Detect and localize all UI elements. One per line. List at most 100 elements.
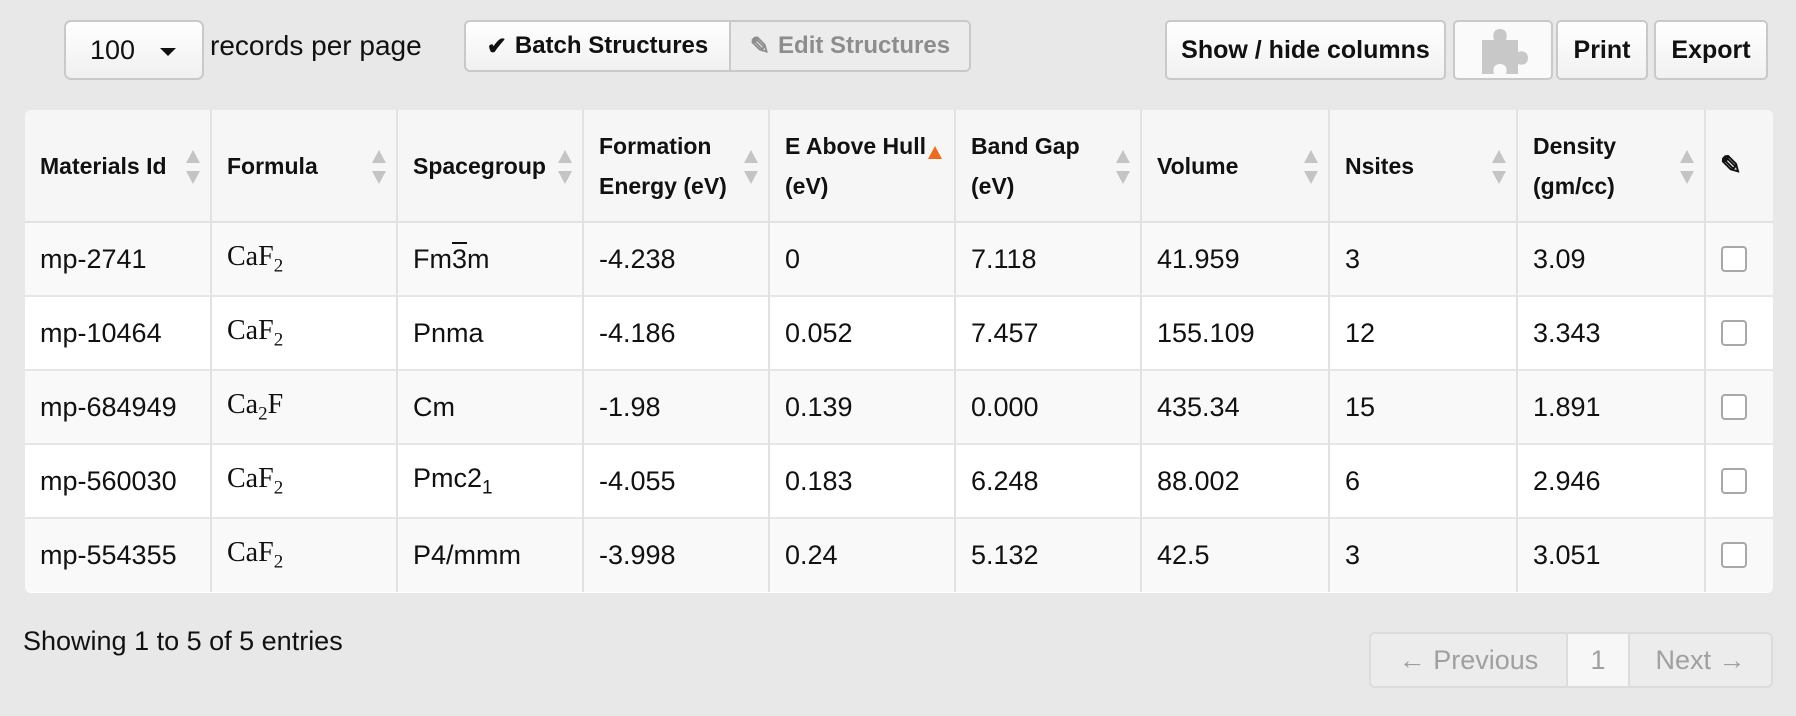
cell-materials-id[interactable]: mp-10464 [25,295,212,370]
plugin-button[interactable] [1453,20,1553,80]
cell-band-gap: 7.457 [955,295,1142,370]
next-page-button[interactable]: Next → [1655,644,1746,675]
column-header-nsites[interactable]: Nsites [1329,110,1518,223]
cell-formation-energy: -3.998 [583,517,770,592]
pencil-icon: ✎ [1720,150,1742,180]
cell-materials-id[interactable]: mp-684949 [25,369,212,444]
cell-spacegroup: Pnma [397,295,584,370]
previous-page-button[interactable]: ← Previous [1371,634,1568,686]
show-hide-columns-button[interactable]: Show / hide columns [1165,20,1446,80]
cell-select [1705,517,1773,592]
table-info: Showing 1 to 5 of 5 entries [23,626,343,656]
column-header-volume[interactable]: Volume [1141,110,1330,223]
checkmark-icon: ✔ [486,32,507,60]
column-header-edit[interactable]: ✎ [1705,110,1773,223]
cell-spacegroup: Pmc21 [397,443,584,518]
cell-spacegroup: P4/mmm [397,517,584,592]
sort-icon [558,150,572,184]
cell-density: 3.051 [1517,517,1706,592]
cell-volume: 88.002 [1141,443,1330,518]
column-header-label: E Above Hull (eV) [785,132,926,199]
column-header-label: Formula [227,152,318,179]
row-checkbox[interactable] [1721,245,1747,272]
edit-structures-button[interactable]: ✎ Edit Structures [731,22,969,70]
pencil-icon: ✎ [749,32,771,60]
puzzle-piece-icon [1482,29,1528,74]
row-checkbox[interactable] [1721,393,1747,420]
cell-select [1705,222,1773,296]
cell-nsites: 15 [1329,369,1518,444]
cell-spacegroup: Fm3m [397,222,584,296]
cell-formation-energy: -4.186 [583,295,770,370]
show-hide-columns-label: Show / hide columns [1181,35,1430,64]
column-header-materials-id[interactable]: Materials Id [25,110,212,223]
cell-volume: 155.109 [1141,295,1330,370]
column-header-label: Band Gap (eV) [971,132,1080,199]
cell-e-above-hull: 0.24 [769,517,956,592]
cell-e-above-hull: 0.139 [769,369,956,444]
cell-spacegroup: Cm [397,369,584,444]
sort-icon [744,150,758,184]
chevron-down-icon [160,48,176,56]
cell-select [1705,295,1773,370]
cell-formula: CaF2 [211,443,398,518]
column-header-label: Spacegroup [413,152,546,179]
cell-materials-id[interactable]: mp-554355 [25,517,212,592]
table-row[interactable]: mp-10464 CaF2 Pnma -4.186 0.052 7.457 15… [25,295,1773,370]
cell-materials-id[interactable]: mp-560030 [25,443,212,518]
cell-band-gap: 5.132 [955,517,1142,592]
materials-table: Materials Id Formula Spacegroup Formatio… [25,110,1773,593]
sort-icon [1492,150,1506,184]
column-header-band-gap[interactable]: Band Gap (eV) [955,110,1142,223]
cell-select [1705,369,1773,444]
print-label: Print [1573,35,1631,64]
print-button[interactable]: Print [1556,20,1648,80]
cell-volume: 41.959 [1141,222,1330,296]
cell-e-above-hull: 0.183 [769,443,956,518]
column-header-density[interactable]: Density (gm/cc) [1517,110,1706,223]
row-checkbox[interactable] [1721,467,1747,494]
column-header-label: Materials Id [40,152,167,179]
export-button[interactable]: Export [1654,20,1768,80]
cell-nsites: 6 [1329,443,1518,518]
cell-e-above-hull: 0.052 [769,295,956,370]
row-checkbox[interactable] [1721,319,1747,346]
cell-volume: 42.5 [1141,517,1330,592]
column-header-label: Density (gm/cc) [1533,132,1617,199]
cell-formula: CaF2 [211,295,398,370]
table-row[interactable]: mp-554355 CaF2 P4/mmm -3.998 0.24 5.132 … [25,517,1773,592]
column-header-e-above-hull[interactable]: E Above Hull (eV) [769,110,956,223]
sort-icon [1680,150,1694,184]
batch-structures-label: Batch Structures [514,32,709,59]
cell-formation-energy: -4.238 [583,222,770,296]
column-header-formula[interactable]: Formula [211,110,398,223]
cell-materials-id[interactable]: mp-2741 [25,222,212,296]
sort-icon [1116,150,1130,184]
table-row[interactable]: mp-2741 CaF2 Fm3m -4.238 0 7.118 41.959 … [25,222,1773,296]
cell-formula: CaF2 [211,222,398,296]
sort-ascending-icon [928,146,942,180]
table-row[interactable]: mp-560030 CaF2 Pmc21 -4.055 0.183 6.248 … [25,443,1773,518]
cell-nsites: 3 [1329,517,1518,592]
sort-icon [186,150,200,184]
page-length-select[interactable]: 100 [64,20,204,80]
sort-icon [1304,150,1318,184]
column-header-spacegroup[interactable]: Spacegroup [397,110,584,223]
column-header-formation-energy[interactable]: Formation Energy (eV) [583,110,770,223]
cell-band-gap: 0.000 [955,369,1142,444]
cell-formation-energy: -1.98 [583,369,770,444]
column-header-label: Nsites [1345,152,1415,179]
batch-structures-button[interactable]: ✔ Batch Structures [466,22,731,70]
cell-density: 1.891 [1517,369,1706,444]
page-length-label: records per page [210,30,422,61]
cell-volume: 435.34 [1141,369,1330,444]
table-row[interactable]: mp-684949 Ca2F Cm -1.98 0.139 0.000 435.… [25,369,1773,444]
cell-formula: CaF2 [211,517,398,592]
pagination: ← Previous 1 Next → [1369,632,1773,688]
cell-nsites: 12 [1329,295,1518,370]
row-checkbox[interactable] [1721,542,1747,568]
cell-density: 3.343 [1517,295,1706,370]
cell-nsites: 3 [1329,222,1518,296]
page-number-button[interactable]: 1 [1568,634,1630,686]
column-header-label: Volume [1157,152,1239,179]
